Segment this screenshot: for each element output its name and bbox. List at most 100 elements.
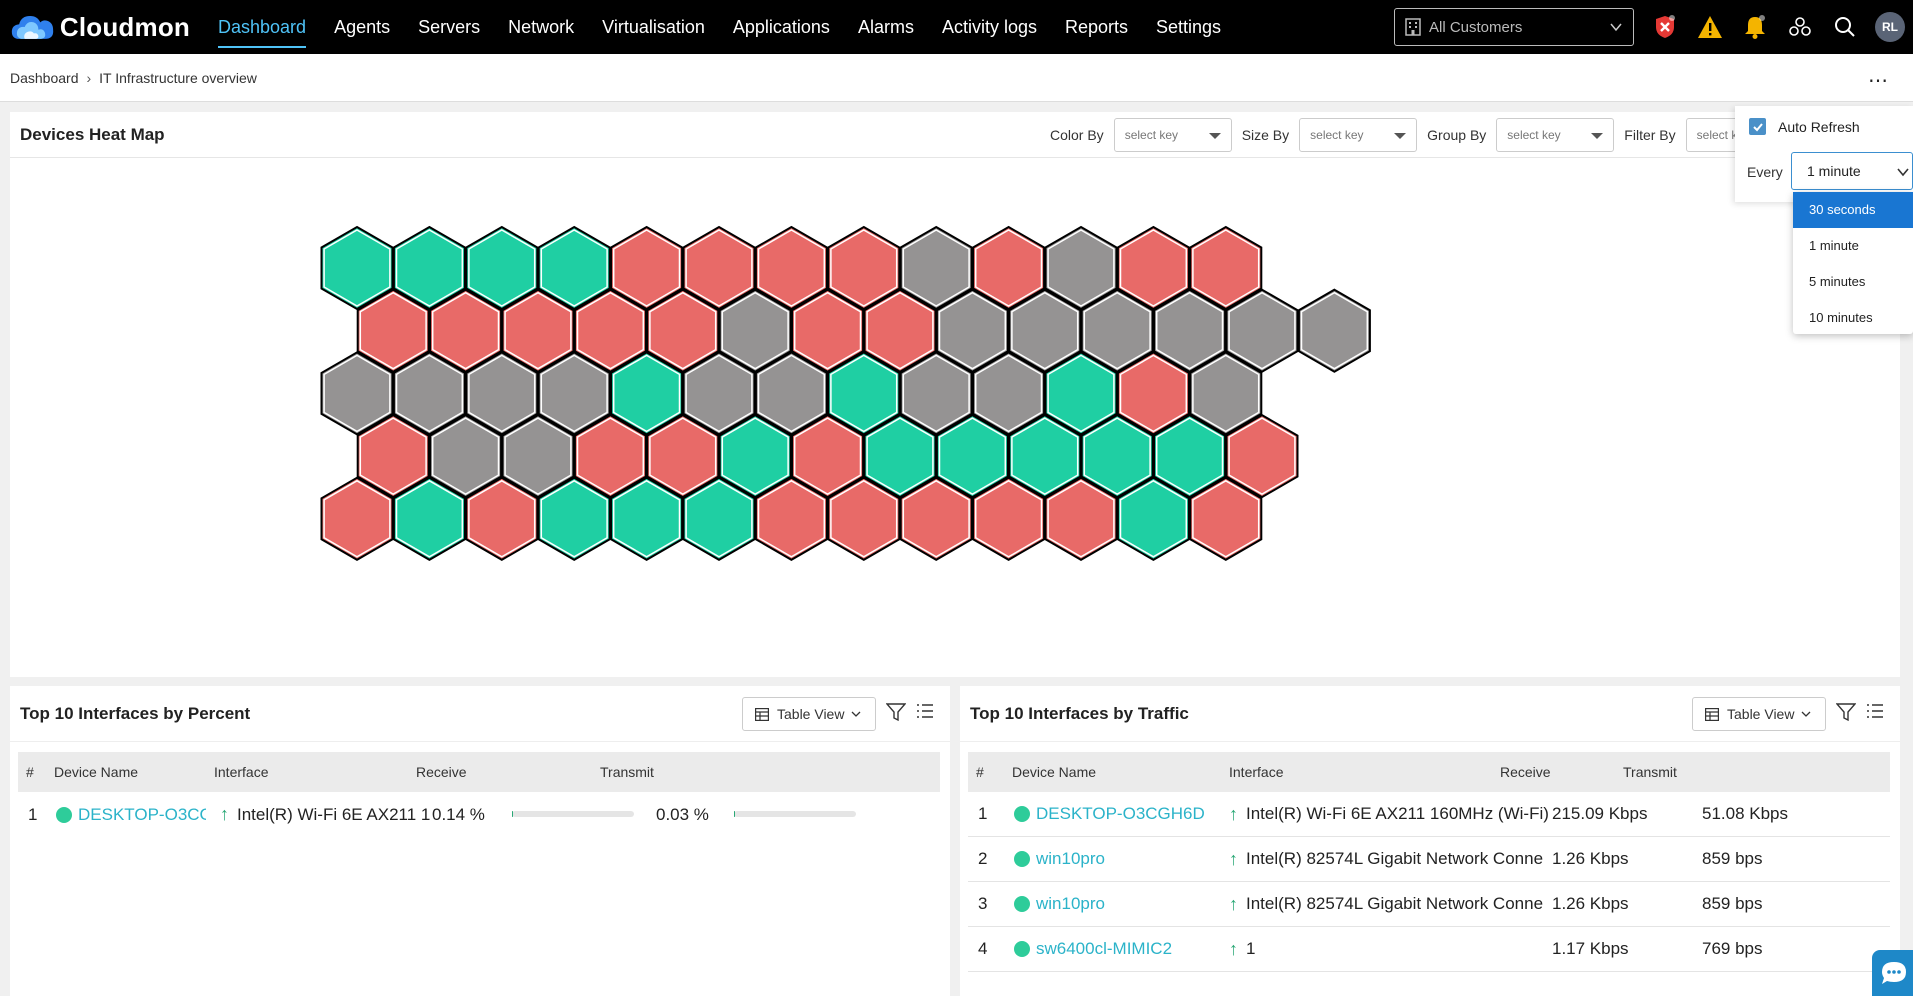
device-hexagon[interactable] [1008,413,1082,499]
device-hexagon[interactable] [827,476,901,561]
device-hexagon[interactable] [935,288,1009,373]
refresh-interval-select[interactable]: 1 minute [1791,152,1913,190]
search-icon[interactable] [1832,14,1858,40]
device-hexagon[interactable] [1044,476,1118,561]
nav-item-virtualisation[interactable]: Virtualisation [602,17,705,37]
device-hexagon[interactable] [320,225,394,311]
device-hexagon[interactable] [863,413,937,499]
device-hexagon[interactable] [972,351,1046,436]
table-view-button[interactable]: Table View [742,697,876,731]
group-by-select[interactable]: select key [1496,118,1615,152]
device-hexagon[interactable] [1080,413,1154,499]
device-hexagon[interactable] [1008,288,1082,373]
app-logo[interactable]: Cloudmon [10,10,190,44]
size-by-select[interactable]: select key [1299,118,1418,152]
device-hexagon[interactable] [899,476,973,561]
device-hexagon[interactable] [465,351,539,436]
device-hexagon[interactable] [1080,288,1154,373]
device-hexagon[interactable] [754,225,828,311]
notification-bell-icon[interactable] [1742,14,1768,40]
device-hexagon[interactable] [320,351,394,436]
table-view-button[interactable]: Table View [1692,697,1826,731]
device-hexagon[interactable] [573,413,647,499]
device-hexagon[interactable] [646,288,720,373]
device-hexagon[interactable] [1044,225,1118,311]
device-hexagon[interactable] [791,413,865,499]
device-hexagon[interactable] [972,225,1046,311]
refresh-option[interactable]: 10 minutes [1809,310,1873,325]
device-hexagon[interactable] [1225,413,1299,499]
device-hexagon[interactable] [501,288,575,373]
device-link[interactable]: DESKTOP-O3CGH6D [78,804,206,824]
device-hexagon[interactable] [718,288,792,373]
breadcrumb-root[interactable]: Dashboard [10,69,79,86]
nav-item-agents[interactable]: Agents [334,17,391,37]
device-hexagon[interactable] [1297,288,1371,373]
nav-item-activity-logs[interactable]: Activity logs [941,17,1037,37]
device-hexagon[interactable] [899,225,973,311]
device-hexagon[interactable] [1225,288,1299,373]
column-header[interactable]: Receive [416,764,467,780]
column-header[interactable]: Transmit [1623,764,1677,780]
device-hexagon[interactable] [465,225,539,311]
device-hexagon[interactable] [682,351,756,436]
user-avatar[interactable]: RL [1875,12,1905,42]
device-hexagon[interactable] [791,288,865,373]
device-link[interactable]: sw6400cl-MIMIC2 [1036,939,1173,958]
device-hexagon[interactable] [1153,288,1227,373]
refresh-option[interactable]: 5 minutes [1809,274,1866,289]
device-hexagon[interactable] [392,351,466,436]
auto-refresh-checkbox[interactable] [1749,118,1766,135]
device-hexagon[interactable] [682,476,756,561]
device-hexagon[interactable] [718,413,792,499]
device-hexagon[interactable] [754,351,828,436]
device-hexagon[interactable] [646,413,720,499]
device-hexagon[interactable] [754,476,828,561]
device-hexagon[interactable] [1116,476,1190,561]
column-header[interactable]: # [976,764,984,780]
nav-item-applications[interactable]: Applications [732,17,830,37]
device-hexagon[interactable] [356,288,430,373]
device-hexagon[interactable] [392,225,466,311]
device-link[interactable]: win10pro [1036,849,1105,868]
nav-item-alarms[interactable]: Alarms [857,17,914,37]
device-hexagon[interactable] [465,476,539,561]
device-hexagon[interactable] [1116,351,1190,436]
device-hexagon[interactable] [827,225,901,311]
device-hexagon[interactable] [1189,351,1263,436]
table-row[interactable]: 2 win10pro ↑ Intel(R) 82574L Gigabit Networ… [968,837,1890,882]
device-hexagon[interactable] [429,413,503,499]
device-hexagon[interactable] [1189,476,1263,561]
column-header[interactable]: # [26,764,34,780]
table-row[interactable]: 3 win10pro ↑ Intel(R) 82574L Gigabit Networ… [968,882,1890,927]
chat-support-button[interactable] [1872,950,1913,996]
column-list-icon[interactable] [916,702,934,720]
device-hexagon[interactable] [573,288,647,373]
column-list-icon[interactable] [1866,702,1884,720]
refresh-option[interactable]: 30 seconds [1793,192,1913,228]
device-hexagon[interactable] [610,225,684,311]
device-link[interactable]: DESKTOP-O3CGH6D [1036,804,1205,823]
more-options-icon[interactable]: ⋯ [1868,70,1889,92]
device-hexagon[interactable] [610,351,684,436]
device-hexagon[interactable] [1189,225,1263,311]
filter-icon[interactable] [1836,702,1856,722]
device-hexagon[interactable] [392,476,466,561]
filter-icon[interactable] [886,702,906,722]
auto-refresh-toggle[interactable]: Auto Refresh [1749,118,1860,135]
nav-item-servers[interactable]: Servers [418,17,481,37]
device-hexagon[interactable] [899,351,973,436]
table-row[interactable]: 1 DESKTOP-O3CGH6D ↑ Intel(R) Wi-Fi 6E AX211… [18,792,940,837]
table-row[interactable]: 4 sw6400cl-MIMIC2 ↑ 1 1.17 Kbps 769 bps [968,927,1890,972]
device-hexagon[interactable] [682,225,756,311]
device-hexagon[interactable] [935,413,1009,499]
device-hexagon[interactable] [537,351,611,436]
column-header[interactable]: Interface [214,764,269,780]
nav-item-dashboard[interactable]: Dashboard [204,0,320,54]
nav-item-network[interactable]: Network [508,17,575,37]
device-hexagon[interactable] [972,476,1046,561]
device-hexagon[interactable] [1044,351,1118,436]
column-header[interactable]: Device Name [54,764,139,780]
nav-item-reports[interactable]: Reports [1064,17,1129,37]
refresh-option[interactable]: 1 minute [1809,238,1859,253]
